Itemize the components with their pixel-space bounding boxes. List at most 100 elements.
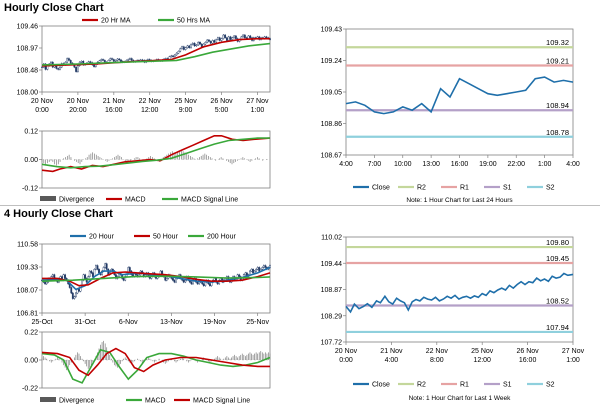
candle-body (190, 44, 192, 48)
candle-body (182, 280, 185, 283)
y-tick-label: 108.86 (321, 121, 343, 128)
candle-body (170, 55, 173, 57)
candle-body (172, 55, 174, 57)
hourly-section-title: Hourly Close Chart (4, 2, 104, 14)
candle-body (195, 44, 198, 47)
legend-4-label: S2 (546, 382, 555, 389)
close-line (345, 272, 574, 314)
candle-body (74, 292, 77, 297)
candle-body (66, 58, 69, 63)
candle-body (75, 66, 78, 72)
y-tick-label: 109.24 (321, 58, 343, 65)
candle-body (217, 37, 219, 40)
candle-body (73, 296, 76, 299)
candle-body (204, 42, 207, 45)
x-tick-label: 16:00 (451, 161, 469, 168)
candle-body (196, 281, 199, 285)
candle-body (105, 263, 108, 270)
legend-0-label: 20 Hour (89, 234, 115, 241)
x-tick-label: 5:00 (215, 107, 229, 114)
candle-body (165, 278, 168, 281)
candle-body (84, 274, 87, 279)
candle-body (69, 60, 72, 64)
legend-1-label: R2 (417, 382, 426, 389)
series-line-2 (41, 137, 270, 169)
y-tick-label: 108.97 (17, 46, 39, 53)
y-tick-label: -0.12 (22, 186, 38, 193)
candle-body (128, 267, 131, 272)
y-tick-label: 108.87 (321, 287, 343, 294)
x-tick-label: 13:00 (422, 161, 440, 168)
candle-body (173, 280, 176, 283)
legend-0-label: Divergence (59, 197, 95, 204)
x-tick-label: 26 Nov (210, 98, 233, 105)
x-tick-label: 10:00 (394, 161, 412, 168)
candle-body (197, 42, 200, 46)
four-hourly-section-title: 4 Hourly Close Chart (4, 208, 113, 220)
legend-1-label: MACD (145, 398, 166, 405)
candle-body (44, 281, 46, 285)
y-tick-label: 109.44 (321, 261, 343, 268)
candle-body (98, 269, 100, 274)
y-tick-label: 0.00 (24, 157, 38, 164)
y-tick-label: 107.72 (321, 340, 343, 347)
y-tick-label: 0.22 (24, 330, 38, 337)
candle-body (256, 267, 259, 270)
x-tick-label: 8:00 (430, 357, 444, 364)
hourly-macd-chart: 0.12 0.00 -0.12 Divergence MACD MACD Signal L… (22, 129, 271, 204)
x-tick-label: 0:00 (35, 107, 49, 114)
candle-body (130, 58, 133, 61)
candle-body (91, 272, 94, 277)
candle-body (216, 281, 219, 285)
x-tick-label: 12:00 (141, 107, 159, 114)
candle-body (190, 281, 193, 285)
candle-body (41, 66, 43, 68)
x-tick-label: 20 Nov (31, 98, 54, 105)
candle-body (44, 63, 47, 70)
candle-body (219, 278, 222, 281)
x-tick-label: 1:00 (251, 107, 265, 114)
y-tick-label: 109.33 (17, 265, 39, 272)
level-value-s2: 107.94 (546, 323, 569, 332)
x-tick-label: 4:00 (566, 161, 580, 168)
candle-body (195, 278, 197, 283)
candle-body (226, 37, 228, 41)
level-value-r2: 109.32 (546, 38, 569, 47)
x-tick-label: 20:00 (69, 107, 87, 114)
plot-frame (345, 236, 574, 343)
candle-body (104, 263, 107, 268)
candle-body (184, 280, 187, 283)
candle-body (213, 40, 216, 43)
candle-body (209, 283, 211, 286)
candle-body (80, 61, 83, 63)
legend-1-label: R2 (417, 185, 426, 192)
legend-1-label: MACD (125, 197, 146, 204)
candle-body (204, 281, 207, 286)
x-tick-label: 4:00 (385, 357, 399, 364)
candle-body (208, 39, 210, 42)
candle-body (184, 47, 187, 50)
x-tick-label: 19:00 (479, 161, 497, 168)
candle-body (206, 39, 209, 43)
candle-body (173, 54, 176, 57)
x-tick-label: 25-Oct (31, 319, 52, 326)
x-tick-label: 9:00 (179, 107, 193, 114)
y-tick-label: 0.12 (24, 129, 38, 136)
candle-body (59, 66, 61, 70)
candle-body (209, 41, 212, 44)
x-tick-label: 25-Nov (246, 319, 269, 326)
chart-note: Note: 1 Hour Chart for Last 24 Hours (406, 197, 513, 204)
candle-body (200, 43, 203, 47)
candle-body (109, 58, 112, 61)
candle-body (202, 283, 205, 286)
candle-body (114, 60, 117, 62)
candle-body (172, 278, 174, 281)
candle-body (51, 274, 54, 277)
x-tick-label: 22 Nov (139, 98, 162, 105)
level-value-s1: 108.52 (546, 296, 569, 305)
legend-1-label: 50 Hrs MA (177, 18, 210, 25)
candle-body (89, 61, 92, 63)
